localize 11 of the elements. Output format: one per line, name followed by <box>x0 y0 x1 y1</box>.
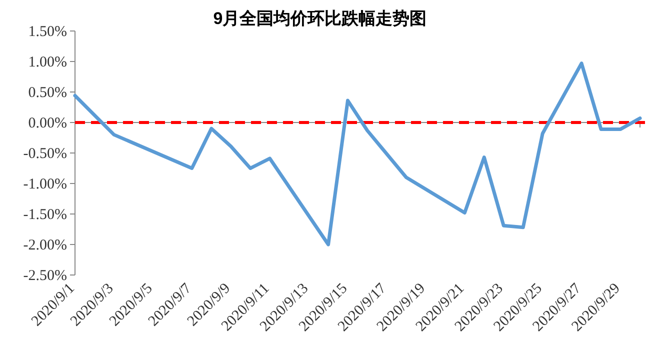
y-tick-label: 0.50% <box>28 85 67 101</box>
y-tick-label: 0.00% <box>28 116 67 132</box>
chart-title: 9月全国均价环比跌幅走势图 <box>213 9 427 28</box>
y-tick-label: -0.50% <box>23 146 67 162</box>
y-tick-label: 1.50% <box>28 24 67 40</box>
y-tick-label: -2.00% <box>23 238 67 254</box>
y-tick-label: -1.50% <box>23 207 67 223</box>
y-tick-label: -2.50% <box>23 268 67 284</box>
y-tick-label: -1.00% <box>23 176 67 192</box>
line-series <box>73 62 642 246</box>
y-tick-label: 1.00% <box>28 54 67 70</box>
